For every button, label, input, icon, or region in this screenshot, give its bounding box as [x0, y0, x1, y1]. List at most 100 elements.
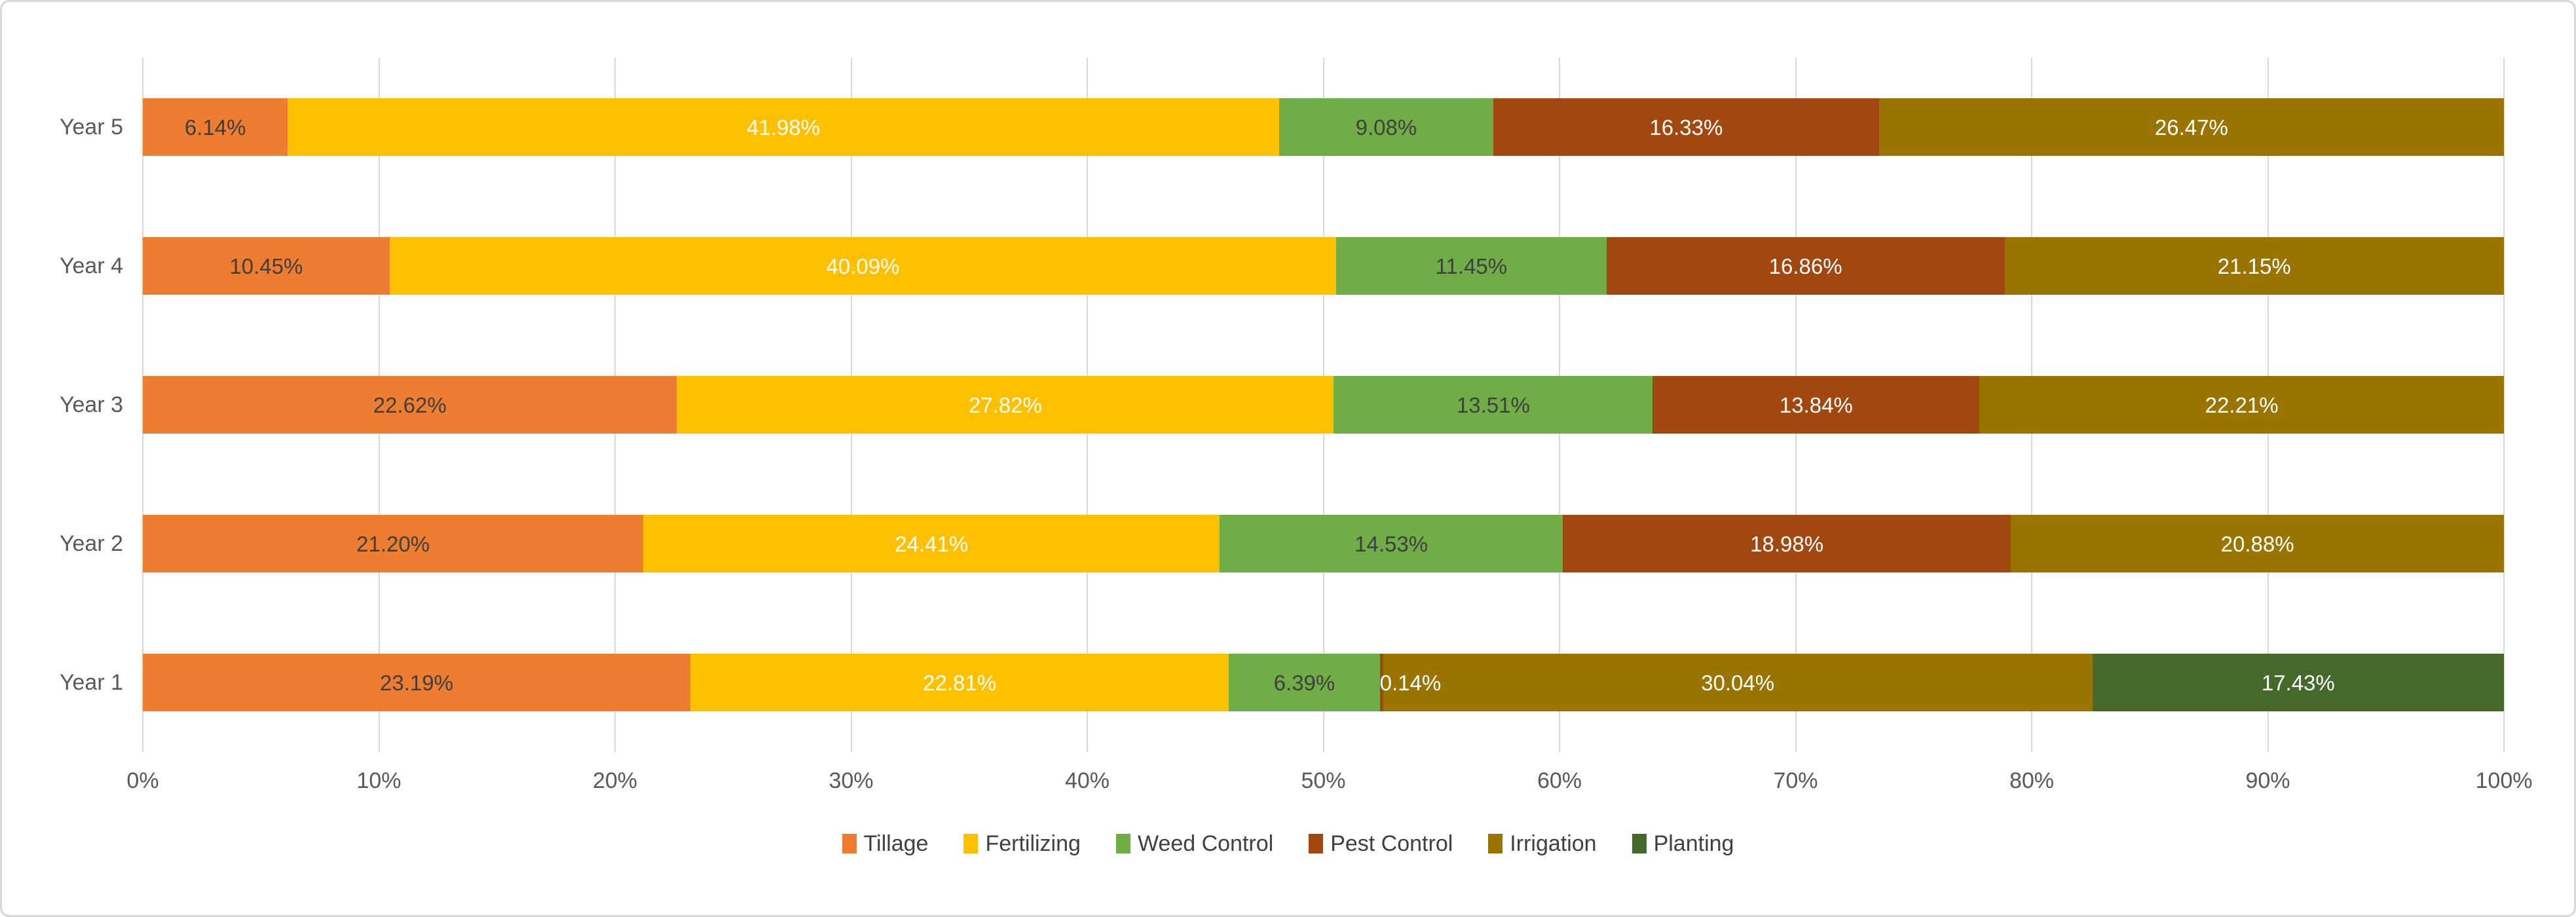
data-label: 0.14%	[1379, 670, 1442, 695]
data-label: 10.45%	[229, 253, 303, 278]
legend-swatch-planting	[1632, 834, 1647, 853]
data-label: 23.19%	[380, 670, 453, 695]
bar-segment-tillage[interactable]: 21.20%	[143, 515, 644, 572]
data-label: 18.98%	[1750, 531, 1824, 556]
legend-item-fertilizing[interactable]: Fertilizing	[963, 831, 1081, 856]
bar-segment-tillage[interactable]: 6.14%	[143, 98, 288, 156]
bar-row-year-1: Year 1 23.19% 22.81% 6.39% 0.14% 30.04% 17.43%	[60, 613, 2504, 752]
bar-segment-irrigation[interactable]: 21.15%	[2004, 237, 2504, 295]
bar-segment-weed-control[interactable]: 11.45%	[1335, 237, 1607, 295]
x-tick-0-: 0%	[126, 768, 159, 793]
bar-segment-tillage[interactable]: 23.19%	[143, 654, 690, 711]
data-label: 22.62%	[373, 392, 447, 417]
bar-segment-pest-control[interactable]: 16.33%	[1493, 98, 1879, 156]
legend-swatch-weed-control	[1115, 834, 1130, 853]
x-tick-80-: 80%	[2009, 768, 2055, 793]
data-label: 30.04%	[1701, 670, 1775, 695]
bar-segment-weed-control[interactable]: 9.08%	[1279, 98, 1494, 156]
data-label: 6.39%	[1273, 670, 1335, 695]
bar-segment-pest-control[interactable]: 0.14%	[1379, 654, 1441, 711]
x-axis: 0% 10% 20% 30% 40% 50% 60% 70% 80% 90% 100%	[126, 768, 2532, 802]
data-label: 40.09%	[826, 253, 900, 278]
x-tick-20-: 20%	[592, 768, 638, 793]
bar-segment-fertilizing[interactable]: 41.98%	[288, 98, 1279, 156]
x-tick-100-: 100%	[2475, 768, 2533, 793]
data-label: 11.45%	[1435, 253, 1508, 278]
bar-segment-irrigation[interactable]: 22.21%	[1979, 376, 2504, 434]
bar-segment-irrigation[interactable]: 20.88%	[2011, 515, 2504, 572]
stacked-bar: 22.62% 27.82% 13.51% 13.84% 22.21%	[143, 376, 2504, 434]
bar-segment-fertilizing[interactable]: 40.09%	[389, 237, 1336, 295]
stacked-bar: 6.14% 41.98% 9.08% 16.33% 26.47%	[143, 98, 2504, 156]
legend: Tillage Fertilizing Weed Control Pest Contr…	[2, 833, 2574, 855]
bar-row-year-5: Year 5 6.14% 41.98% 9.08% 16.33% 26.47%	[60, 58, 2504, 196]
data-label: 13.84%	[1779, 392, 1853, 417]
legend-label-fertilizing: Fertilizing	[985, 831, 1081, 856]
legend-label-planting: Planting	[1653, 831, 1734, 856]
bar-segment-weed-control[interactable]: 14.53%	[1220, 515, 1563, 572]
category-label-year-3: Year 3	[59, 392, 123, 417]
bar-row-year-4: Year 4 10.45% 40.09% 11.45% 16.86% 21.15%	[60, 196, 2504, 335]
data-label: 6.14%	[184, 115, 246, 140]
x-tick-10-: 10%	[356, 768, 401, 793]
category-label-year-1: Year 1	[59, 670, 123, 695]
bar-segment-pest-control[interactable]: 18.98%	[1563, 515, 2011, 572]
legend-item-pest-control[interactable]: Pest Control	[1309, 833, 1453, 855]
data-label: 16.86%	[1768, 253, 1842, 278]
x-tick-90-: 90%	[2245, 768, 2290, 793]
stacked-bar: 10.45% 40.09% 11.45% 16.86% 21.15%	[143, 237, 2504, 295]
bar-row-year-2: Year 2 21.20% 24.41% 14.53% 18.98% 20.88%	[60, 474, 2504, 613]
data-label: 26.47%	[2154, 115, 2228, 140]
stacked-bar: 21.20% 24.41% 14.53% 18.98% 20.88%	[143, 515, 2504, 572]
data-label: 21.20%	[356, 531, 430, 556]
x-tick-50-: 50%	[1301, 768, 1346, 793]
data-label: 20.88%	[2220, 531, 2294, 556]
gridline-100	[2503, 58, 2505, 752]
legend-item-planting[interactable]: Planting	[1632, 833, 1734, 855]
bar-segment-fertilizing[interactable]: 27.82%	[677, 376, 1334, 434]
legend-swatch-pest-control	[1309, 834, 1324, 853]
bar-segment-weed-control[interactable]: 13.51%	[1334, 376, 1653, 434]
x-tick-30-: 30%	[829, 768, 874, 793]
bar-segment-irrigation[interactable]: 26.47%	[1878, 98, 2504, 156]
bar-segment-pest-control[interactable]: 13.84%	[1652, 376, 1980, 434]
data-label: 17.43%	[2261, 670, 2335, 695]
bar-segment-tillage[interactable]: 22.62%	[143, 376, 677, 434]
bar-segment-irrigation[interactable]: 30.04%	[1383, 654, 2093, 711]
bar-segment-planting[interactable]: 17.43%	[2092, 654, 2504, 711]
data-label: 21.15%	[2217, 253, 2291, 278]
data-label: 22.21%	[2205, 392, 2279, 417]
legend-swatch-tillage	[842, 834, 857, 853]
data-label: 22.81%	[923, 670, 997, 695]
legend-label-pest-control: Pest Control	[1330, 831, 1453, 856]
legend-item-irrigation[interactable]: Irrigation	[1488, 831, 1597, 856]
legend-label-tillage: Tillage	[863, 831, 929, 856]
x-tick-70-: 70%	[1773, 768, 1818, 793]
category-label-year-2: Year 2	[59, 531, 123, 556]
data-label: 24.41%	[895, 531, 969, 556]
data-label: 13.51%	[1456, 392, 1530, 417]
bar-row-year-3: Year 3 22.62% 27.82% 13.51% 13.84% 22.21%	[60, 335, 2504, 474]
legend-item-tillage[interactable]: Tillage	[842, 831, 929, 856]
bar-segment-tillage[interactable]: 10.45%	[143, 237, 390, 295]
bar-segment-pest-control[interactable]: 16.86%	[1606, 237, 2005, 295]
bar-segment-fertilizing[interactable]: 24.41%	[643, 515, 1220, 572]
data-label: 16.33%	[1649, 115, 1723, 140]
data-label: 14.53%	[1354, 531, 1428, 556]
x-tick-40-: 40%	[1064, 768, 1110, 793]
x-tick-60-: 60%	[1537, 768, 1582, 793]
plot-area: Year 5 6.14% 41.98% 9.08% 16.33% 26.47% Year 4…	[60, 58, 2505, 752]
stacked-bar: 23.19% 22.81% 6.39% 0.14% 30.04% 17.43%	[143, 654, 2504, 711]
data-label: 41.98%	[747, 115, 820, 140]
data-label: 27.82%	[968, 392, 1042, 417]
bar-segment-weed-control[interactable]: 6.39%	[1229, 654, 1380, 711]
category-label-year-5: Year 5	[59, 115, 123, 140]
legend-item-weed-control[interactable]: Weed Control	[1115, 831, 1274, 856]
category-label-year-4: Year 4	[59, 253, 123, 278]
bar-segment-fertilizing[interactable]: 22.81%	[690, 654, 1229, 711]
data-label: 9.08%	[1355, 115, 1417, 140]
legend-label-irrigation: Irrigation	[1510, 831, 1597, 856]
legend-swatch-irrigation	[1488, 834, 1503, 853]
legend-label-weed-control: Weed Control	[1137, 831, 1274, 856]
